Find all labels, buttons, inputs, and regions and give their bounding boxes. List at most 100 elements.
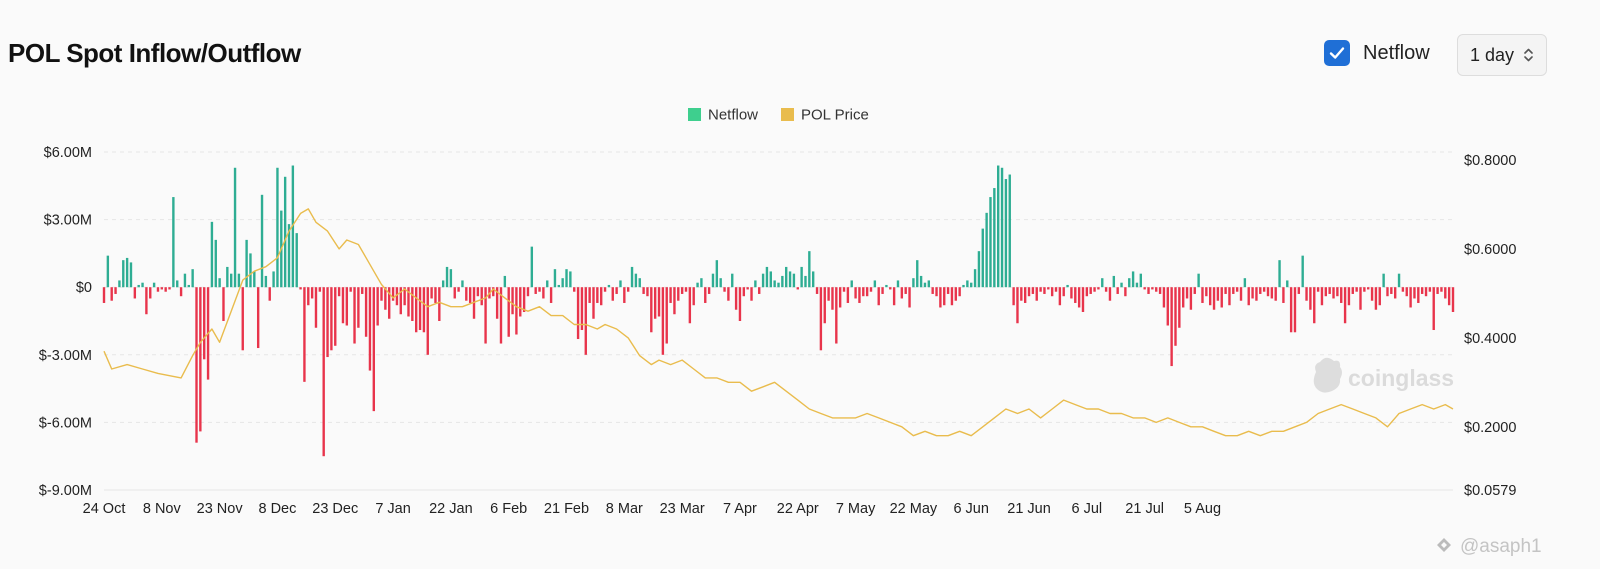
netflow-bar — [1440, 287, 1443, 292]
legend-label-netflow: Netflow — [708, 107, 758, 124]
netflow-bar — [731, 273, 734, 288]
netflow-bar — [653, 287, 657, 319]
netflow-bar — [1397, 273, 1401, 288]
legend-label-pol-price: POL Price — [801, 107, 869, 124]
left-tick-label: $-3.00M — [39, 348, 92, 364]
x-tick-label: 23 Mar — [660, 501, 705, 517]
handle-text: @asaph1 — [1460, 536, 1542, 557]
netflow-bar — [1417, 287, 1420, 303]
netflow-bar — [349, 287, 352, 292]
netflow-bar — [152, 282, 156, 288]
netflow-bar — [754, 280, 757, 288]
netflow-bar — [811, 271, 815, 288]
netflow-bar — [391, 287, 395, 301]
netflow-bar — [118, 280, 121, 288]
netflow-bar — [1050, 287, 1054, 297]
netflow-bar — [815, 287, 819, 294]
netflow-bar — [781, 275, 784, 288]
right-tick-label: $0.8000 — [1464, 153, 1516, 169]
coinglass-logo-text: coinglass — [1348, 365, 1454, 391]
netflow-bar — [522, 287, 526, 312]
netflow-bar — [719, 278, 722, 288]
netflow-bar — [854, 287, 857, 299]
netflow-bar — [129, 262, 133, 288]
netflow-bar — [299, 287, 302, 290]
netflow-bar — [122, 260, 125, 288]
x-tick-label: 6 Jul — [1072, 501, 1103, 517]
netflow-bar — [1097, 287, 1100, 290]
netflow-bar — [530, 246, 534, 288]
netflow-bar — [785, 266, 788, 288]
netflow-bar — [191, 269, 194, 288]
netflow-bar — [808, 251, 811, 288]
netflow-bar — [503, 275, 507, 288]
netflow-bar — [434, 287, 437, 303]
netflow-bar — [638, 278, 641, 288]
netflow-bar — [1278, 260, 1281, 288]
netflow-bar — [1027, 287, 1031, 297]
netflow-bar — [704, 287, 707, 303]
netflow-bar — [256, 287, 260, 349]
netflow-bar — [846, 287, 850, 303]
netflow-bar — [353, 287, 356, 344]
netflow-bar — [303, 287, 306, 382]
netflow-bar — [1316, 287, 1320, 292]
netflow-bar — [1016, 287, 1019, 324]
netflow-checkbox[interactable] — [1324, 40, 1350, 66]
netflow-bar — [230, 273, 233, 288]
netflow-bar — [1282, 287, 1285, 303]
netflow-bar — [761, 273, 765, 288]
netflow-bar — [1112, 275, 1116, 288]
netflow-bar — [1305, 287, 1308, 301]
netflow-toggle[interactable]: Netflow — [1324, 40, 1430, 66]
netflow-bar — [1297, 287, 1301, 294]
netflow-bar — [1289, 287, 1293, 333]
netflow-bar — [896, 280, 900, 288]
netflow-bar — [646, 287, 649, 297]
netflow-bar — [707, 287, 711, 294]
netflow-bar — [449, 269, 453, 288]
x-tick-label: 8 Nov — [143, 501, 182, 517]
netflow-bar — [765, 266, 769, 288]
binance-square-icon — [1437, 538, 1451, 552]
netflow-bar — [1286, 280, 1289, 288]
netflow-bar — [1409, 287, 1412, 308]
x-tick-label: 7 Apr — [723, 501, 757, 517]
netflow-bar — [750, 287, 753, 301]
netflow-bar — [912, 278, 915, 288]
netflow-bar — [507, 287, 510, 337]
netflow-bar — [484, 287, 487, 344]
netflow-bar — [576, 287, 580, 340]
netflow-bar — [1251, 287, 1254, 299]
netflow-bar — [1424, 287, 1428, 297]
netflow-bar — [1220, 287, 1223, 308]
netflow-bar — [1390, 287, 1393, 294]
netflow-bar — [1058, 287, 1062, 306]
netflow-bar — [187, 284, 190, 288]
x-tick-label: 8 Dec — [258, 501, 296, 517]
netflow-bar — [1135, 282, 1139, 288]
chart-legend: Netflow POL Price — [688, 107, 869, 124]
netflow-bar — [1243, 278, 1247, 288]
netflow-bar — [904, 287, 907, 294]
x-tick-label: 21 Feb — [544, 501, 589, 517]
netflow-bar — [1255, 287, 1258, 301]
x-tick-label: 22 May — [890, 501, 938, 517]
netflow-bar — [1212, 287, 1216, 310]
netflow-bar — [1043, 287, 1046, 294]
netflow-bar — [172, 197, 175, 288]
netflow-bar — [738, 287, 742, 321]
netflow-bar — [788, 271, 792, 288]
netflow-bar — [549, 287, 553, 303]
interval-select[interactable]: 1 day — [1457, 34, 1547, 76]
netflow-bar — [711, 273, 715, 288]
netflow-bar — [916, 260, 919, 288]
netflow-bar — [623, 287, 626, 303]
netflow-bar — [634, 273, 638, 288]
netflow-bar — [1374, 287, 1378, 310]
left-tick-label: $3.00M — [44, 213, 92, 229]
netflow-bar — [1336, 287, 1339, 297]
netflow-bar — [931, 287, 934, 294]
netflow-bar — [950, 287, 954, 306]
netflow-bar — [1447, 287, 1451, 306]
